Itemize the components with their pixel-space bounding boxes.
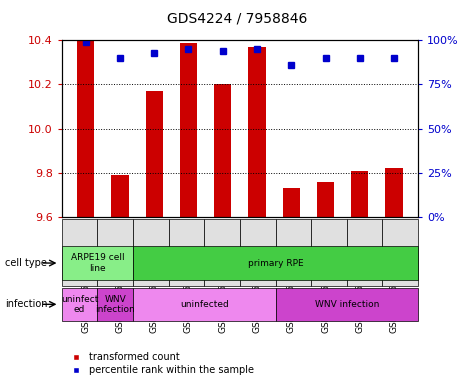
Text: WNV infection: WNV infection — [314, 300, 379, 309]
Bar — [283, 188, 300, 217]
Bar — [248, 47, 266, 217]
Bar — [214, 84, 231, 217]
Legend: transformed count, percentile rank within the sample: transformed count, percentile rank withi… — [66, 353, 254, 375]
Bar — [385, 168, 403, 217]
Text: GDS4224 / 7958846: GDS4224 / 7958846 — [167, 12, 308, 25]
Text: uninfected: uninfected — [180, 300, 228, 309]
Bar — [351, 170, 368, 217]
Bar — [146, 91, 163, 217]
Text: primary RPE: primary RPE — [247, 258, 304, 268]
Text: WNV
infection: WNV infection — [95, 295, 135, 314]
Bar — [77, 40, 95, 217]
Text: cell type: cell type — [5, 258, 47, 268]
Text: ARPE19 cell
line: ARPE19 cell line — [71, 253, 124, 273]
Bar — [112, 175, 129, 217]
Bar — [317, 182, 334, 217]
Text: uninfect
ed: uninfect ed — [61, 295, 98, 314]
Text: infection: infection — [5, 299, 47, 310]
Bar — [180, 43, 197, 217]
